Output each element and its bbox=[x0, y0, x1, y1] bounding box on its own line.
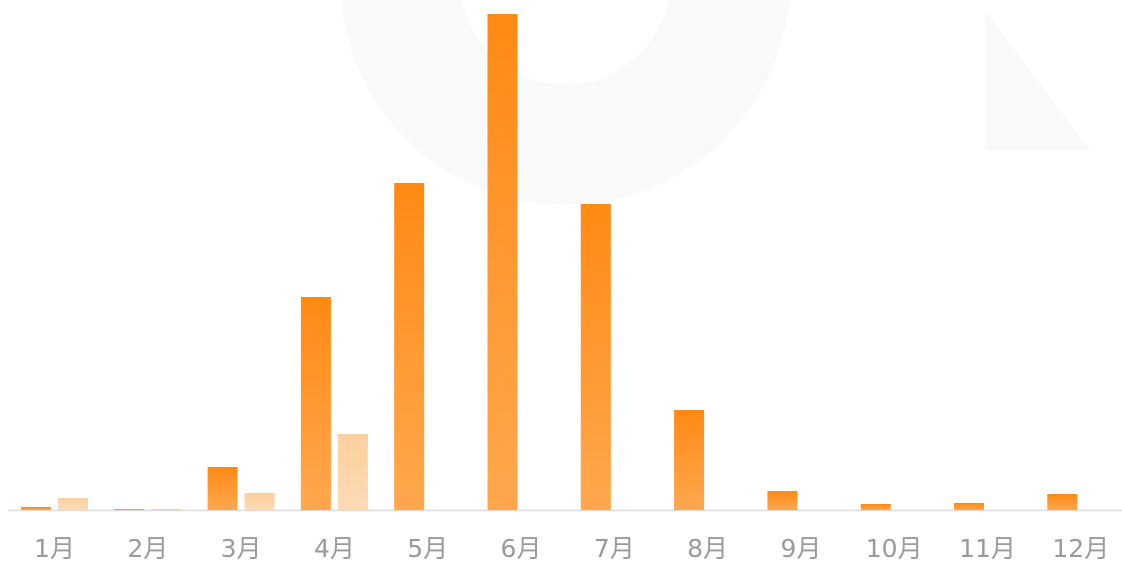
x-tick-label: 2月 bbox=[127, 534, 168, 563]
bar-shade bbox=[337, 434, 368, 510]
x-tick-label: 7月 bbox=[594, 534, 635, 563]
x-tick-label: 11月 bbox=[959, 534, 1016, 563]
bar-shade bbox=[151, 509, 182, 510]
watermark bbox=[340, 0, 1090, 205]
bar-shade bbox=[487, 14, 518, 510]
bar-shade bbox=[860, 504, 891, 510]
x-tick-label: 4月 bbox=[314, 534, 355, 563]
bar-shade bbox=[674, 410, 705, 510]
bar-shade bbox=[580, 204, 611, 510]
bar-shade bbox=[394, 183, 425, 510]
x-tick-label: 9月 bbox=[780, 534, 821, 563]
x-tick-label: 6月 bbox=[501, 534, 542, 563]
bar-shade bbox=[954, 503, 984, 510]
x-tick-label: 5月 bbox=[407, 534, 448, 563]
x-tick-label: 10月 bbox=[866, 534, 923, 563]
bar-shade bbox=[244, 493, 275, 510]
x-tick-label: 8月 bbox=[687, 534, 728, 563]
x-tick-label: 1月 bbox=[34, 534, 75, 563]
x-tick-label: 3月 bbox=[221, 534, 262, 563]
bar-shade bbox=[21, 507, 51, 510]
bar-shade bbox=[58, 498, 88, 510]
bar-shade bbox=[207, 467, 238, 510]
bar-shade bbox=[114, 509, 145, 510]
bar-shade bbox=[767, 491, 798, 510]
x-tick-label: 12月 bbox=[1052, 534, 1109, 563]
bar-shade bbox=[1047, 494, 1078, 510]
bar-shade bbox=[300, 297, 331, 510]
